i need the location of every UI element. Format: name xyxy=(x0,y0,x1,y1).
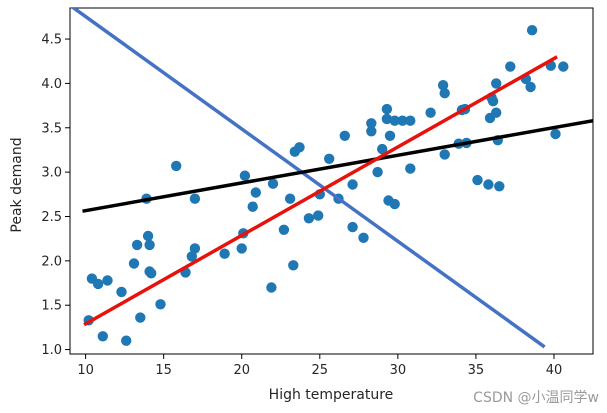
data-point xyxy=(239,170,251,181)
data-point xyxy=(155,299,166,310)
data-point xyxy=(284,193,296,204)
data-point xyxy=(372,166,383,178)
data-point xyxy=(384,130,396,141)
data-point xyxy=(366,126,377,137)
data-point xyxy=(92,278,104,290)
black-line xyxy=(82,118,593,213)
data-point xyxy=(377,143,388,155)
x-axis-label: High temperature xyxy=(269,387,394,403)
data-point xyxy=(339,130,350,141)
data-point xyxy=(381,103,393,115)
data-point xyxy=(116,286,127,298)
data-point xyxy=(389,198,400,210)
data-point xyxy=(472,174,483,186)
y-axis-label: Peak demand xyxy=(9,137,25,232)
data-point xyxy=(303,213,315,224)
data-point xyxy=(324,153,335,164)
data-point xyxy=(146,268,157,279)
data-point xyxy=(288,260,299,271)
y-tick-label: 1.0 xyxy=(41,343,62,358)
y-axis-ticks: 1.0 1.5 2.0 2.5 3.0 3.5 4.0 4.5 xyxy=(41,33,70,358)
data-point xyxy=(267,178,279,189)
blue-line xyxy=(70,8,546,349)
data-point xyxy=(347,221,358,233)
data-point xyxy=(381,113,393,125)
data-point xyxy=(358,232,369,243)
data-point xyxy=(483,179,494,190)
data-point xyxy=(189,193,201,204)
data-point xyxy=(437,80,449,91)
data-point xyxy=(313,210,324,221)
y-tick-label: 2.5 xyxy=(41,210,62,225)
data-point xyxy=(247,201,258,212)
x-tick-label: 20 xyxy=(233,363,250,378)
data-point xyxy=(186,251,197,262)
data-point xyxy=(526,25,538,36)
red-line xyxy=(83,55,558,327)
data-point xyxy=(135,312,146,323)
data-point xyxy=(439,88,450,99)
data-point xyxy=(405,163,416,174)
data-point xyxy=(102,275,113,286)
data-point xyxy=(189,243,201,254)
data-point xyxy=(491,107,502,118)
x-tick-label: 40 xyxy=(546,363,563,378)
data-point xyxy=(366,118,377,129)
y-tick-label: 4.0 xyxy=(41,77,62,92)
data-point xyxy=(250,187,261,198)
watermark: CSDN @小温同学w xyxy=(473,390,599,406)
data-point xyxy=(97,331,109,342)
plot-area xyxy=(69,7,594,355)
y-tick-label: 3.5 xyxy=(41,121,62,136)
data-point xyxy=(550,128,561,140)
data-point xyxy=(389,115,400,126)
data-point xyxy=(494,181,505,192)
data-point xyxy=(294,142,305,153)
data-point xyxy=(121,335,132,346)
x-tick-label: 10 xyxy=(77,363,94,378)
y-tick-label: 4.5 xyxy=(41,33,62,48)
data-point xyxy=(144,239,155,251)
x-axis-ticks: 10 15 20 25 30 35 40 xyxy=(77,354,562,378)
data-point xyxy=(236,243,247,254)
y-tick-label: 3.0 xyxy=(41,166,62,181)
x-tick-label: 30 xyxy=(390,363,407,378)
x-tick-label: 35 xyxy=(468,363,485,378)
y-tick-label: 2.0 xyxy=(41,254,62,269)
data-point xyxy=(219,248,230,259)
data-point xyxy=(142,230,154,242)
data-point xyxy=(425,107,436,118)
data-point xyxy=(505,61,516,72)
data-point xyxy=(525,81,536,93)
data-point xyxy=(171,160,182,172)
data-point xyxy=(558,61,569,72)
data-point xyxy=(439,149,450,160)
x-tick-label: 25 xyxy=(312,363,329,378)
y-tick-label: 1.5 xyxy=(41,299,62,314)
data-point xyxy=(128,258,140,269)
data-point xyxy=(347,179,358,190)
x-tick-label: 15 xyxy=(155,363,172,378)
data-point xyxy=(397,115,408,126)
data-point xyxy=(131,239,143,251)
data-point xyxy=(491,78,502,89)
data-point xyxy=(266,282,277,293)
data-point xyxy=(487,96,499,107)
data-point xyxy=(278,224,290,235)
fit-lines xyxy=(70,8,593,349)
data-point xyxy=(405,115,416,126)
